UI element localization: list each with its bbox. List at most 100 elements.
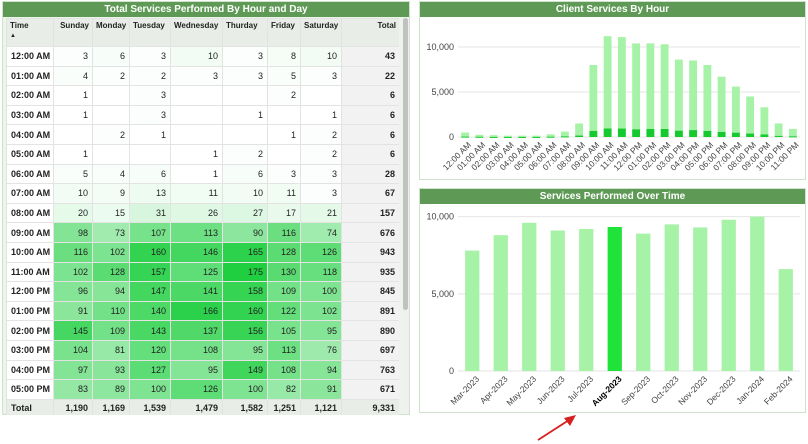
- hour-bar-total[interactable]: [603, 36, 612, 138]
- table-row[interactable]: 08:00 AM 20 15 31 26 27 17 21 157: [6, 202, 399, 224]
- time-bar[interactable]: [693, 227, 708, 371]
- time-bar[interactable]: [636, 233, 651, 371]
- table-row[interactable]: 10:00 AM 116 102 160 146 165 128 126 943: [6, 241, 399, 263]
- cell-wednesday: 126: [170, 379, 223, 400]
- hour-bar-total[interactable]: [760, 107, 769, 137]
- table-row[interactable]: 12:00 AM 3 6 3 10 3 8 10 43: [6, 46, 399, 67]
- hour-bar-total[interactable]: [617, 37, 626, 137]
- table-row[interactable]: 11:00 AM 102 128 157 125 175 130 118 935: [6, 261, 399, 283]
- column-header-thursday[interactable]: Thurday: [222, 18, 268, 47]
- time-bar[interactable]: [465, 250, 480, 371]
- hour-bar-client[interactable]: [731, 132, 740, 137]
- hour-bar-client[interactable]: [532, 136, 541, 138]
- table-row[interactable]: 02:00 AM 1 3 2 6: [6, 85, 399, 106]
- hour-bar-total[interactable]: [746, 96, 755, 138]
- hour-bar-total[interactable]: [560, 131, 569, 137]
- column-header-wednesday[interactable]: Wednesday: [170, 18, 223, 47]
- time-bar[interactable]: [778, 269, 793, 371]
- hour-bar-client[interactable]: [617, 128, 626, 137]
- hour-bar-total[interactable]: [489, 135, 498, 137]
- hour-bar-client[interactable]: [774, 135, 783, 137]
- hour-bar-total[interactable]: [575, 123, 584, 138]
- hour-bar-total[interactable]: [475, 134, 484, 137]
- time-bar[interactable]: [721, 219, 736, 371]
- column-header-tuesday[interactable]: Tuesday: [129, 18, 171, 47]
- hour-bar-total[interactable]: [717, 76, 726, 137]
- hour-bar-client[interactable]: [717, 131, 726, 137]
- cell-saturday: 91: [300, 379, 342, 400]
- time-bar[interactable]: [493, 235, 508, 371]
- table-row[interactable]: 01:00 AM 4 2 2 3 3 5 3 22: [6, 65, 399, 87]
- column-header-saturday[interactable]: Saturday: [300, 18, 342, 47]
- table-row[interactable]: 05:00 PM 83 89 100 126 100 82 91 671: [6, 379, 399, 400]
- hour-bar-total[interactable]: [518, 135, 527, 137]
- hour-bar-client[interactable]: [461, 136, 470, 138]
- hour-bar-total[interactable]: [774, 123, 783, 138]
- hour-bar-total[interactable]: [660, 44, 669, 137]
- column-header-time[interactable]: Time ▲: [6, 18, 54, 47]
- table-row[interactable]: 12:00 PM 96 94 147 141 158 109 100 845: [6, 281, 399, 302]
- column-header-monday[interactable]: Monday: [92, 18, 130, 47]
- hour-bar-client[interactable]: [546, 136, 555, 138]
- table-row[interactable]: 05:00 AM 1 1 2 2 6: [6, 143, 399, 165]
- hour-bar-total[interactable]: [674, 59, 683, 137]
- hour-bar-total[interactable]: [632, 43, 641, 137]
- column-header-total[interactable]: Total: [341, 18, 399, 47]
- column-header-sunday[interactable]: Sunday: [53, 18, 93, 47]
- time-bar[interactable]: [664, 224, 679, 371]
- hour-bar-total[interactable]: [532, 135, 541, 137]
- hour-bar-client[interactable]: [646, 128, 655, 137]
- hour-bar-total[interactable]: [731, 86, 740, 137]
- time-bar-selected[interactable]: [607, 226, 622, 371]
- hour-bar-client[interactable]: [518, 136, 527, 138]
- hour-bar-client[interactable]: [703, 130, 712, 137]
- sort-ascending-icon[interactable]: ▲: [10, 33, 16, 39]
- hour-bar-client[interactable]: [503, 136, 512, 138]
- hour-bar-client[interactable]: [746, 133, 755, 137]
- table-row[interactable]: 04:00 PM 97 93 127 95 149 108 94 763: [6, 359, 399, 381]
- total-row-label: Total: [6, 398, 54, 415]
- table-row[interactable]: 03:00 AM 1 3 1 1 6: [6, 104, 399, 126]
- cell-saturday: 126: [300, 241, 342, 263]
- hour-bar-total[interactable]: [503, 135, 512, 137]
- hour-bar-total[interactable]: [589, 65, 598, 137]
- time-bar[interactable]: [522, 222, 537, 371]
- scrollbar-thumb[interactable]: [403, 18, 408, 310]
- table-row[interactable]: 02:00 PM 145 109 143 137 156 105 95 890: [6, 320, 399, 341]
- hour-bar-client[interactable]: [689, 130, 698, 137]
- time-bar[interactable]: [550, 230, 565, 371]
- hour-bar-client[interactable]: [475, 136, 484, 138]
- hour-bar-total[interactable]: [689, 60, 698, 138]
- hour-bar-total[interactable]: [546, 134, 555, 137]
- hour-bar-total[interactable]: [703, 65, 712, 137]
- time-bar[interactable]: [750, 216, 765, 371]
- hour-bar-client[interactable]: [589, 130, 598, 137]
- hour-bar-client[interactable]: [788, 136, 797, 138]
- hour-bar-client[interactable]: [760, 134, 769, 137]
- hour-bar-client[interactable]: [632, 129, 641, 137]
- hour-bar-client[interactable]: [575, 135, 584, 137]
- services-table[interactable]: Time ▲ Sunday Monday Tuesday Wednesday T…: [6, 18, 399, 415]
- cell-saturday: 3: [300, 163, 342, 185]
- table-row[interactable]: 06:00 AM 5 4 6 1 6 3 3 28: [6, 163, 399, 185]
- table-vertical-scrollbar[interactable]: [402, 18, 409, 413]
- time-bar-chart[interactable]: 05,00010,000Mar-2023Apr-2023May-2023Jun-…: [420, 204, 805, 412]
- table-row[interactable]: 07:00 AM 10 9 13 11 10 11 3 67: [6, 183, 399, 204]
- hour-bar-client[interactable]: [560, 136, 569, 138]
- hour-bar-client[interactable]: [660, 128, 669, 137]
- time-bar[interactable]: [579, 228, 594, 371]
- hour-bar-total[interactable]: [461, 132, 470, 138]
- hour-bar-total[interactable]: [646, 43, 655, 137]
- cell-sunday: 116: [53, 241, 93, 263]
- cell-saturday: 21: [300, 202, 342, 224]
- hour-bar-total[interactable]: [788, 128, 797, 137]
- hour-bar-client[interactable]: [603, 128, 612, 137]
- table-row[interactable]: 01:00 PM 91 110 140 166 160 122 102 891: [6, 300, 399, 322]
- table-row[interactable]: 03:00 PM 104 81 120 108 95 113 76 697: [6, 339, 399, 361]
- column-header-friday[interactable]: Friday: [267, 18, 301, 47]
- table-row[interactable]: 09:00 AM 98 73 107 113 90 116 74 676: [6, 222, 399, 243]
- table-row[interactable]: 04:00 AM 2 1 1 2 6: [6, 124, 399, 145]
- hour-bar-client[interactable]: [674, 130, 683, 137]
- hour-bar-client[interactable]: [489, 136, 498, 138]
